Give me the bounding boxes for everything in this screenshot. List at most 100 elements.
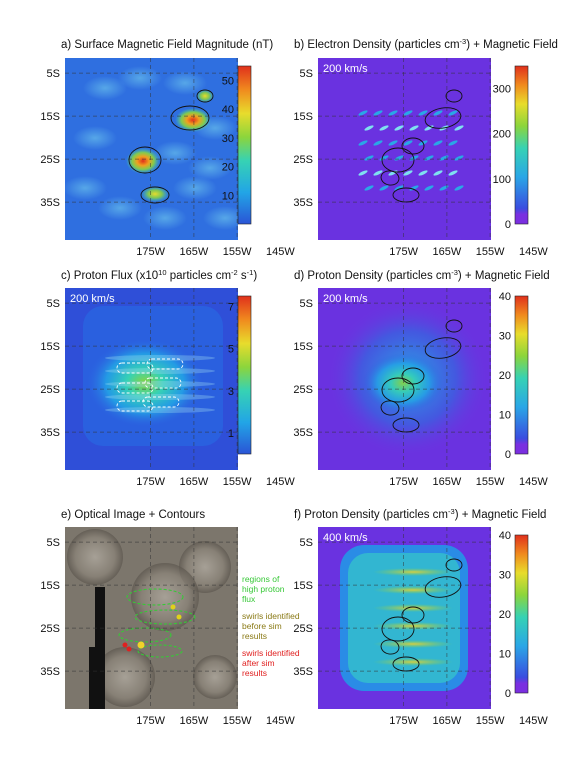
flux-stripe xyxy=(105,368,215,374)
field-blob xyxy=(188,156,232,180)
panel-title: f) Proton Density (particles cm-3) + Mag… xyxy=(294,507,546,521)
crater xyxy=(193,655,237,699)
y-tick-label: 15S xyxy=(40,580,60,592)
flux-outline xyxy=(116,400,154,412)
density-stripe xyxy=(373,658,453,666)
flux-stripe xyxy=(105,381,215,387)
density-streak xyxy=(433,140,443,146)
data-gap xyxy=(89,647,96,709)
field-blob xyxy=(118,66,162,90)
density-streak xyxy=(409,185,419,191)
y-tick-label: 25S xyxy=(40,623,60,635)
field-blob xyxy=(73,126,117,150)
density-streak xyxy=(454,185,464,191)
density-streak xyxy=(364,185,374,191)
y-tick-label: 35S xyxy=(293,666,313,678)
colorbar-tick-label: 3 xyxy=(228,386,234,398)
crater xyxy=(131,563,199,631)
y-tick-label: 15S xyxy=(293,580,313,592)
magnetic-contour xyxy=(401,367,425,385)
panel-a: a) Surface Magnetic Field Magnitude (nT)… xyxy=(40,39,295,258)
magnetic-contour xyxy=(401,606,425,624)
panel-f: f) Proton Density (particles cm-3) + Mag… xyxy=(293,507,548,727)
density-streak xyxy=(454,155,464,161)
colorbar-tick-label: 100 xyxy=(493,174,511,186)
x-tick-label: 155W xyxy=(476,715,505,727)
field-blob xyxy=(83,76,127,100)
flux-outline xyxy=(146,358,184,370)
density-streak xyxy=(448,170,458,176)
flux-region-contour xyxy=(134,609,196,625)
x-tick-label: 175W xyxy=(389,246,418,258)
title-part: b) Electron Density (particles cm xyxy=(294,39,460,51)
density-streak xyxy=(403,140,413,146)
flux-stripe xyxy=(105,407,215,413)
density-streak xyxy=(454,125,464,131)
panel-image xyxy=(318,527,491,709)
title-part: 10 xyxy=(158,268,166,277)
title-part: -1 xyxy=(247,268,254,277)
y-tick-label: 15S xyxy=(293,111,313,123)
density-streak xyxy=(424,185,434,191)
magnetic-contour xyxy=(381,147,415,173)
magnetic-contour xyxy=(381,616,415,642)
density-streak xyxy=(394,185,404,191)
title-part: ) + Magnetic Field xyxy=(466,39,558,51)
field-blob xyxy=(65,176,107,200)
colorbar xyxy=(514,295,529,455)
density-streak xyxy=(433,110,443,116)
density-streak xyxy=(364,155,374,161)
panel-c: c) Proton Flux (x1010 particles cm-2 s-1… xyxy=(40,268,295,488)
y-tick-label: 5S xyxy=(300,298,313,310)
x-tick-label: 165W xyxy=(180,476,209,488)
flux-region-contour xyxy=(137,644,183,658)
magnetic-contour xyxy=(424,337,462,359)
panel-image xyxy=(65,288,238,470)
colorbar-tick-label: 30 xyxy=(499,331,511,343)
x-tick-label: 155W xyxy=(476,476,505,488)
title-part: particles cm xyxy=(167,270,232,282)
density-stripe xyxy=(373,604,453,612)
x-tick-label: 165W xyxy=(180,246,209,258)
density-streak xyxy=(358,170,368,176)
magnetic-contour xyxy=(381,377,415,403)
title-part: a) Surface Magnetic Field Magnitude (nT) xyxy=(61,39,273,51)
density-streak xyxy=(433,170,443,176)
y-tick-label: 5S xyxy=(300,537,313,549)
y-tick-label: 35S xyxy=(40,197,60,209)
x-tick-label: 145W xyxy=(266,476,295,488)
colorbar-tick-label: 10 xyxy=(499,410,511,422)
magnetic-contour xyxy=(128,146,162,174)
y-tick-label: 5S xyxy=(47,537,60,549)
panel-title: d) Proton Density (particles cm-3) + Mag… xyxy=(294,268,550,282)
density-streak xyxy=(418,110,428,116)
colorbar-tick-label: 10 xyxy=(499,649,511,661)
magnetic-contour xyxy=(196,89,214,103)
y-tick-label: 5S xyxy=(300,68,313,80)
legend-entry: swirls identified xyxy=(242,611,300,621)
density-streak xyxy=(403,170,413,176)
title-part: s xyxy=(238,270,247,282)
y-tick-label: 5S xyxy=(47,298,60,310)
density-streak xyxy=(439,155,449,161)
field-peak xyxy=(141,186,169,202)
y-tick-label: 35S xyxy=(293,427,313,439)
field-blob xyxy=(98,196,142,220)
density-streak xyxy=(388,110,398,116)
flux-outline xyxy=(116,362,154,374)
magnetic-contour xyxy=(445,89,463,103)
x-tick-label: 155W xyxy=(223,476,252,488)
x-tick-label: 145W xyxy=(266,715,295,727)
density-stripe xyxy=(373,586,453,594)
title-part: d) Proton Density (particles cm xyxy=(294,270,451,282)
density-streak xyxy=(358,140,368,146)
panel-title: a) Surface Magnetic Field Magnitude (nT) xyxy=(61,39,273,51)
field-blob xyxy=(173,176,217,200)
x-tick-label: 175W xyxy=(389,476,418,488)
density-streak xyxy=(373,140,383,146)
density-streak xyxy=(439,185,449,191)
density-streak xyxy=(388,140,398,146)
legend-entry: regions of xyxy=(242,574,280,584)
y-tick-label: 35S xyxy=(293,197,313,209)
title-part: -2 xyxy=(231,268,238,277)
